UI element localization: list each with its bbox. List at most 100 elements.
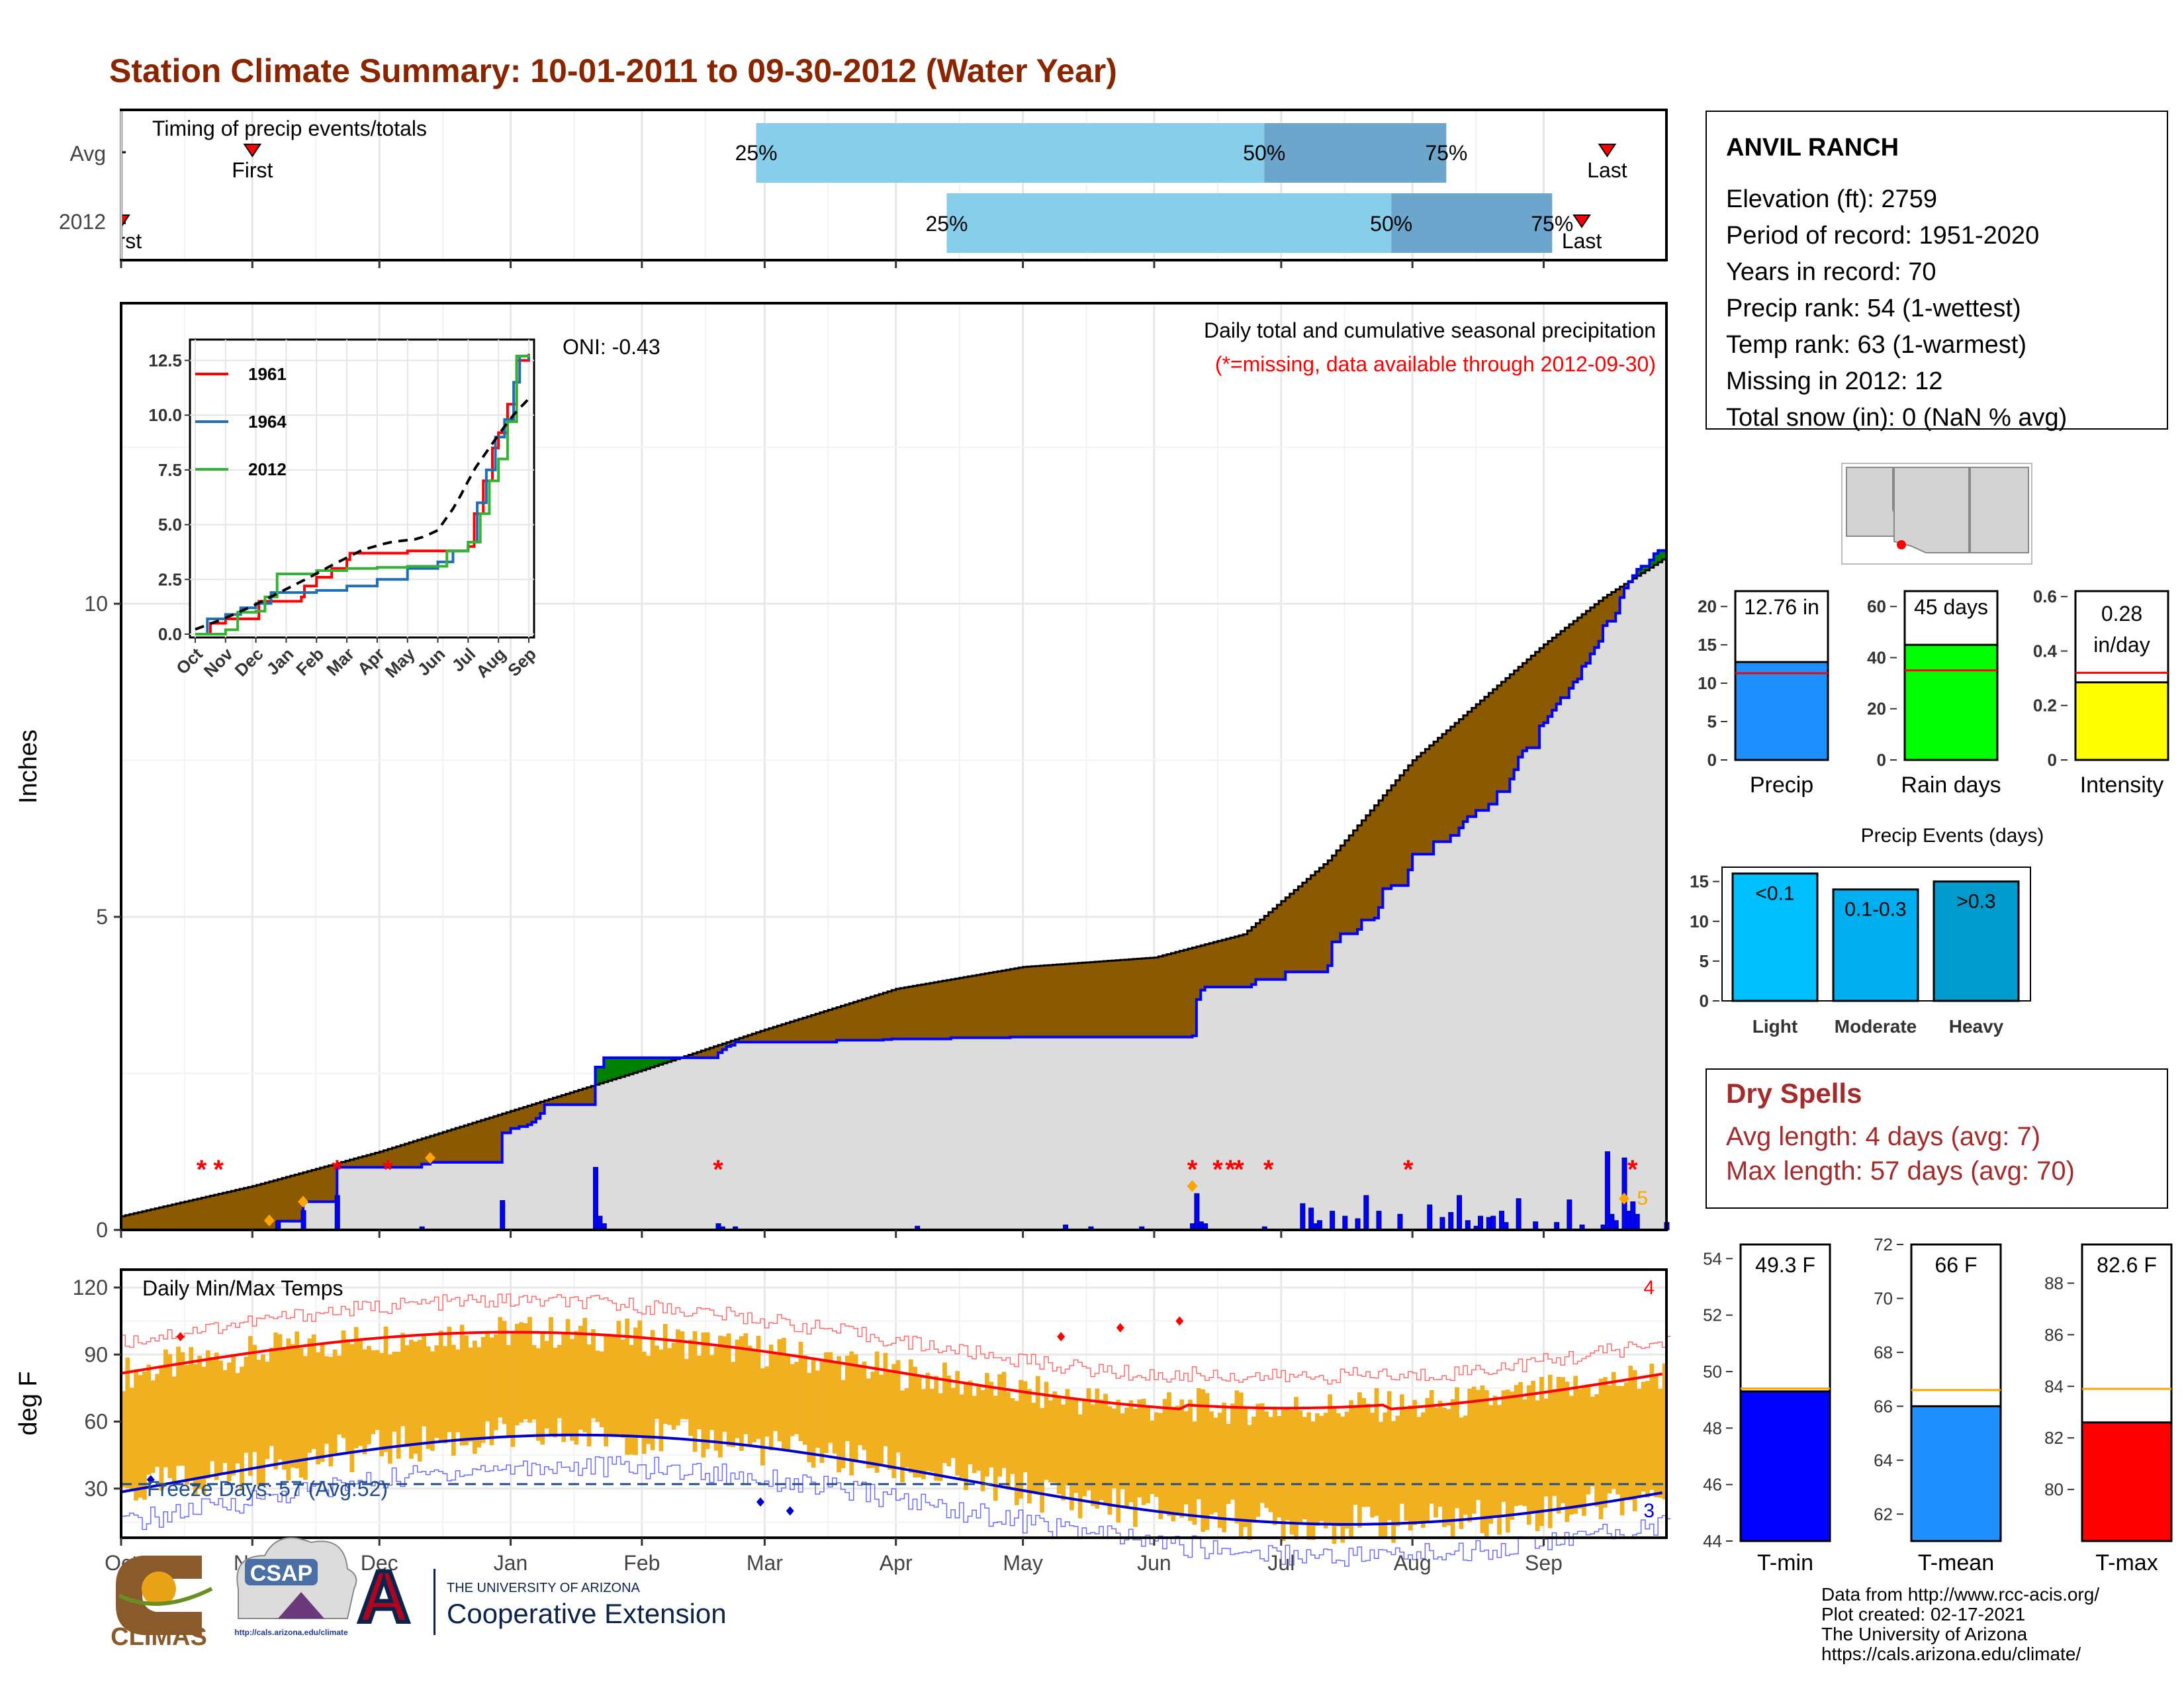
daily-temp-bar: [1628, 1366, 1633, 1501]
temp-summary-tick-label: 44: [1703, 1531, 1722, 1551]
daily-temp-bar: [1230, 1403, 1235, 1500]
daily-temp-bar: [316, 1352, 321, 1465]
dry-spells-box: Dry Spells Avg length: 4 days (avg: 7) M…: [1706, 1068, 2168, 1209]
daily-temp-bar: [680, 1331, 685, 1419]
timing-last-marker: [1598, 144, 1617, 158]
daily-temp-bar: [535, 1348, 541, 1441]
daily-temp-bar: [1065, 1389, 1070, 1486]
x-month-label: Apr: [880, 1551, 913, 1575]
daily-temp-bar: [379, 1352, 385, 1457]
daily-temp-bar: [760, 1368, 765, 1466]
daily-temp-bar: [417, 1340, 422, 1462]
daily-temp-bar: [1565, 1382, 1570, 1523]
daily-temp-bar: [121, 1391, 126, 1487]
daily-precip-bar: [1516, 1198, 1522, 1231]
timing-iqr-low: [946, 193, 1392, 253]
daily-temp-bar: [468, 1347, 473, 1442]
daily-temp-bar: [1319, 1415, 1324, 1521]
daily-temp-bar: [269, 1347, 274, 1446]
daily-temp-bar: [667, 1348, 672, 1425]
daily-temp-bar: [671, 1342, 676, 1430]
daily-temp-bar: [1183, 1411, 1189, 1505]
temp-summary-tick-label: 70: [1874, 1288, 1893, 1308]
observed-cumulative-line: [121, 549, 1666, 1231]
precip-event-bar: [1933, 880, 2020, 1002]
daily-temp-bar: [544, 1340, 549, 1429]
daily-temp-bar: [1332, 1406, 1337, 1544]
daily-temp-bar: [1128, 1400, 1134, 1503]
daily-temp-bar: [341, 1330, 346, 1438]
temp-summary-tick-label: 48: [1703, 1418, 1722, 1438]
temp-summary-tick-label: 88: [2044, 1273, 2064, 1293]
timing-p25-label: 25%: [735, 141, 778, 165]
daily-precip-bar: [500, 1200, 506, 1231]
daily-temp-bar: [1243, 1407, 1248, 1527]
daily-temp-bar: [197, 1356, 202, 1489]
dry-spells-max: Max length: 57 days (avg: 70): [1726, 1156, 2075, 1186]
summary-bars: 0 5 10 15 20 12.76 in Precip 0 20 40 60 45 days Rain…: [1698, 586, 2169, 798]
inset-ytick-label: 7.5: [158, 460, 182, 480]
daily-temp-bar: [531, 1344, 537, 1420]
daily-temp-bar: [1090, 1404, 1095, 1507]
daily-temp-bar: [506, 1344, 511, 1437]
daily-temp-bar: [1637, 1389, 1642, 1497]
daily-temp-bar: [676, 1329, 680, 1426]
precip-events-title: Precip Events (days): [1861, 825, 2044, 847]
precip-ytick-label: 10: [84, 592, 108, 616]
daily-temp-bar: [1594, 1394, 1600, 1507]
daily-temp-bar: [1441, 1407, 1447, 1527]
daily-temp-bar: [1378, 1422, 1383, 1539]
daily-temp-bar: [1137, 1399, 1142, 1498]
daily-temp-bar: [629, 1344, 634, 1455]
daily-temp-bar: [1535, 1400, 1540, 1531]
temp-ytick-label: 60: [84, 1410, 108, 1434]
daily-temp-bar: [904, 1388, 909, 1468]
missing-day-star: *: [332, 1155, 342, 1184]
precip-ytick-label: 5: [96, 905, 108, 929]
daily-temp-bar: [1154, 1412, 1159, 1497]
daily-temp-bar: [222, 1370, 228, 1464]
missing-day-star: *: [383, 1155, 393, 1184]
daily-temp-bar: [1111, 1408, 1116, 1489]
daily-precip-bar: [1439, 1217, 1445, 1231]
daily-temp-bar: [1370, 1412, 1375, 1518]
daily-temp-bar: [616, 1321, 621, 1434]
daily-temp-bar: [1662, 1363, 1667, 1499]
summary-tick-label: 15: [1698, 635, 1717, 655]
daily-temp-bar: [1577, 1389, 1582, 1509]
daily-temp-bar: [866, 1378, 871, 1468]
daily-temp-bar: [1061, 1404, 1066, 1501]
daily-temp-bar: [235, 1373, 240, 1464]
daily-temp-bar: [485, 1333, 490, 1421]
daily-temp-bar: [1310, 1421, 1316, 1540]
daily-temp-bar: [608, 1336, 613, 1437]
daily-temp-bar: [1014, 1401, 1019, 1505]
daily-temp-bar: [997, 1374, 1003, 1477]
inset-ytick-label: 2.5: [158, 569, 182, 589]
daily-temp-bar: [1323, 1413, 1328, 1528]
daily-temp-bar: [171, 1376, 177, 1483]
daily-temp-bar: [1086, 1388, 1091, 1491]
inset-ytick-label: 12.5: [148, 350, 182, 370]
daily-temp-bar: [659, 1349, 664, 1452]
daily-temp-bar: [646, 1356, 651, 1444]
daily-temp-bar: [595, 1350, 600, 1423]
x-month-label: Feb: [623, 1551, 660, 1575]
daily-temp-bar: [205, 1350, 210, 1479]
missing-day-star: *: [1212, 1155, 1223, 1184]
daily-temp-bar: [586, 1344, 592, 1446]
daily-temp-bar: [1044, 1382, 1049, 1480]
daily-temp-bar: [1484, 1390, 1489, 1538]
daily-temp-bar: [731, 1362, 736, 1448]
temp-ylabel: deg F: [15, 1371, 42, 1435]
daily-temp-bar: [1607, 1385, 1612, 1494]
daily-precip-bar: [1465, 1220, 1471, 1231]
record-high-marker: [176, 1332, 185, 1342]
daily-temp-bar: [1416, 1417, 1422, 1521]
temp-summary-tick-label: 46: [1703, 1475, 1722, 1495]
daily-temp-bar: [752, 1350, 756, 1442]
daily-precip-bar: [1613, 1220, 1619, 1231]
daily-precip-bar: [1490, 1215, 1496, 1231]
